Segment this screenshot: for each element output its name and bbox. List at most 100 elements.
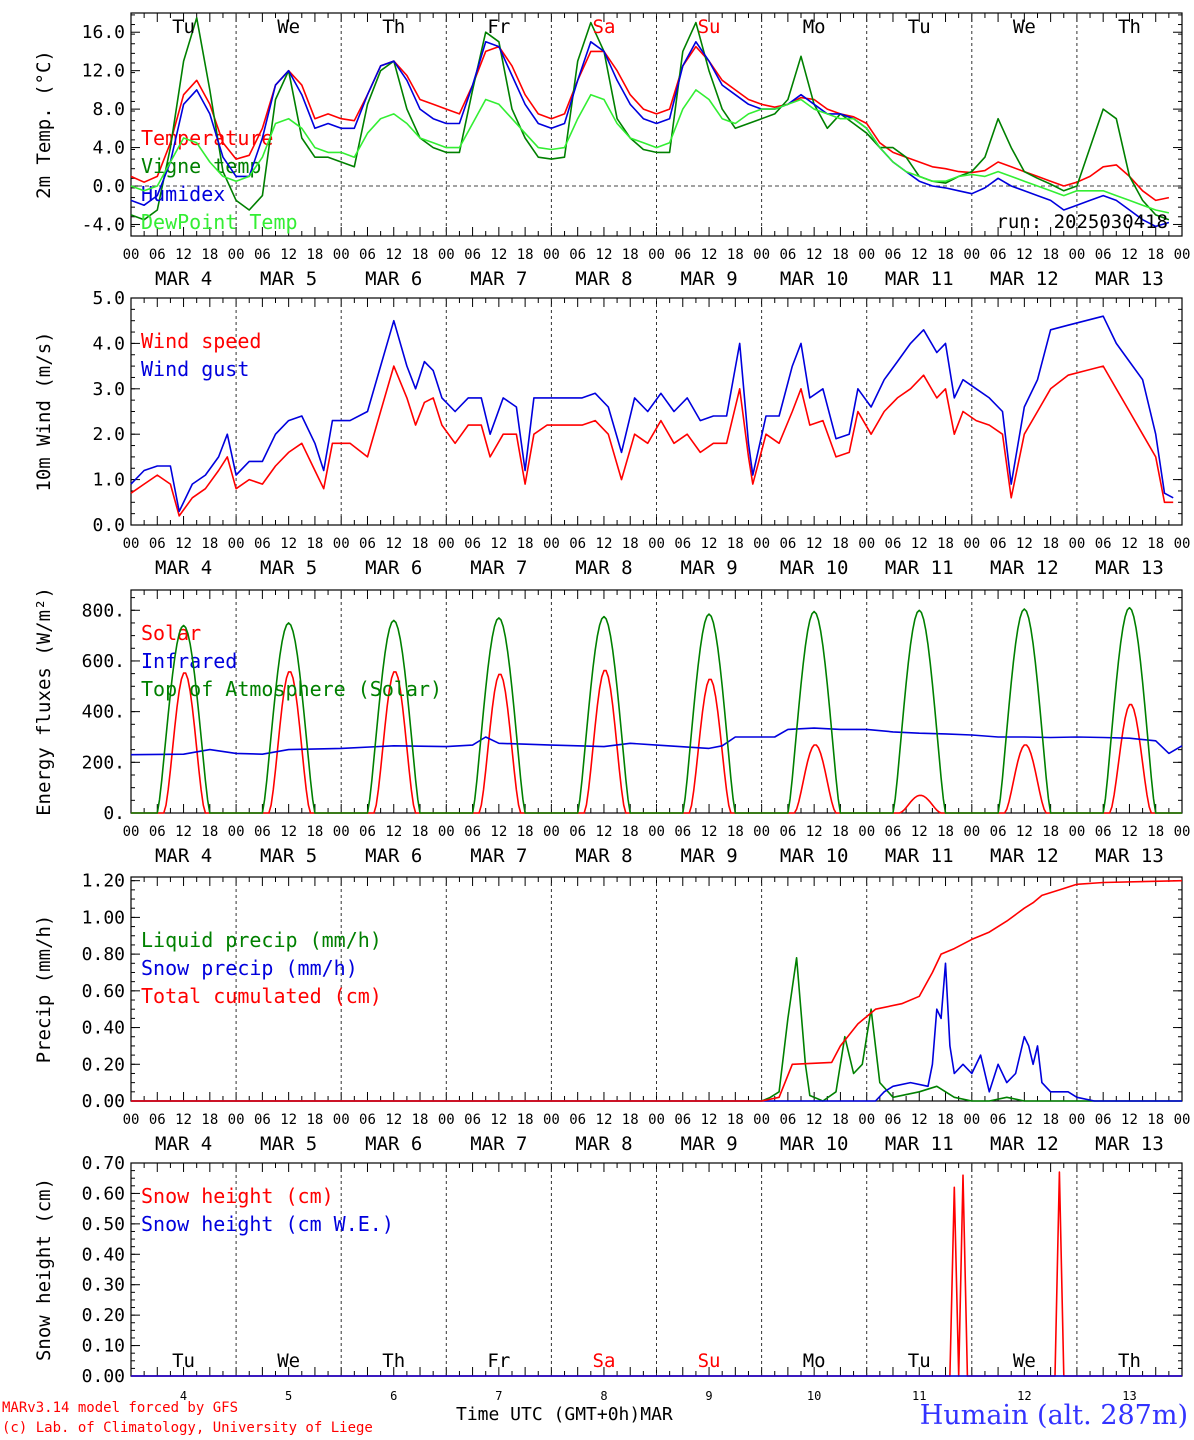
hour-tick-label: 12 (701, 824, 718, 840)
hour-tick-label: 06 (674, 1112, 691, 1128)
hour-tick-label: 06 (674, 824, 691, 840)
day-label: MAR 13 (1095, 845, 1164, 867)
hour-tick-label: 00 (963, 536, 980, 552)
hour-tick-label: 00 (123, 824, 140, 840)
weekday-label: Tu (908, 1350, 931, 1372)
weekday-label: Th (382, 16, 405, 38)
hour-tick-label: 12 (175, 536, 192, 552)
hour-tick-label: 00 (1174, 824, 1191, 840)
day-label: MAR 9 (680, 268, 737, 290)
hour-tick-label: 12 (1121, 824, 1138, 840)
legend-entry: Temperature (141, 126, 273, 150)
hour-tick-label: 12 (1121, 536, 1138, 552)
y-tick-label: 0.50 (82, 1214, 125, 1235)
hour-tick-label: 06 (464, 824, 481, 840)
day-label: MAR 6 (365, 845, 422, 867)
day-label: MAR 12 (990, 557, 1059, 579)
series-line-wind-speed (130, 365, 1174, 517)
day-label: MAR 8 (575, 845, 632, 867)
y-tick-label: 0.70 (82, 1153, 125, 1174)
hour-tick-label: 06 (1095, 1112, 1112, 1128)
hour-tick-label: 12 (1016, 247, 1033, 263)
day-label: MAR 9 (680, 1133, 737, 1155)
weekday-label: Th (1118, 1350, 1141, 1372)
hour-tick-label: 12 (1121, 247, 1138, 263)
hour-tick-label: 18 (412, 824, 429, 840)
hour-tick-label: 18 (832, 1112, 849, 1128)
hour-tick-label: 06 (569, 247, 586, 263)
hour-tick-label: 00 (1068, 824, 1085, 840)
weekday-label: Mo (803, 1350, 826, 1372)
hour-tick-label: 00 (333, 824, 350, 840)
y-tick-label: 0.40 (82, 1244, 125, 1265)
y-tick-label: 200. (82, 752, 125, 773)
hour-tick-label: 18 (412, 1112, 429, 1128)
weekday-label: Sa (593, 16, 616, 38)
hour-tick-label: 12 (490, 1112, 507, 1128)
hour-tick-label: 12 (490, 247, 507, 263)
hour-tick-label: 12 (1121, 1112, 1138, 1128)
day-label: MAR 12 (990, 845, 1059, 867)
hour-tick-label: 12 (701, 247, 718, 263)
legend-entry: Wind speed (141, 329, 261, 353)
hour-tick-label: 00 (123, 536, 140, 552)
hour-tick-label: 18 (1042, 536, 1059, 552)
y-tick-label: 1.0 (92, 470, 125, 491)
hour-tick-label: 06 (1095, 536, 1112, 552)
hour-tick-label: 06 (359, 247, 376, 263)
series-line-snow-height-cm- (131, 1171, 1182, 1377)
hour-tick-label: 18 (937, 536, 954, 552)
series-line-wind-gust (130, 315, 1174, 513)
hour-tick-label: 00 (228, 1112, 245, 1128)
hour-tick-label: 06 (359, 536, 376, 552)
day-label: MAR 13 (1095, 557, 1164, 579)
day-label: MAR 8 (575, 557, 632, 579)
legend-entry: Humidex (141, 182, 225, 206)
y-tick-label: 4.0 (92, 138, 125, 159)
series-line-vigne-temp (130, 17, 1170, 221)
y-tick-label: 12.0 (82, 61, 125, 82)
hour-tick-label: 06 (674, 536, 691, 552)
y-tick-label: 0.00 (82, 1091, 125, 1112)
hour-tick-label: 18 (937, 824, 954, 840)
hour-tick-label: 18 (1042, 247, 1059, 263)
hour-tick-label: 00 (123, 247, 140, 263)
hour-tick-label: 12 (490, 824, 507, 840)
y-axis-label: 10m Wind (m/s) (33, 331, 55, 491)
hour-tick-label: 12 (175, 247, 192, 263)
day-label: MAR 13 (1095, 268, 1164, 290)
hour-tick-label: 06 (990, 247, 1007, 263)
hour-tick-label: 00 (228, 536, 245, 552)
day-label: MAR 8 (575, 268, 632, 290)
y-tick-label: 0.30 (82, 1275, 125, 1296)
hour-tick-label: 18 (937, 1112, 954, 1128)
y-tick-label: 0.80 (82, 944, 125, 965)
weekday-label: Su (698, 16, 721, 38)
series-line-dewpoint-temp (130, 89, 1170, 214)
hour-tick-label: 00 (963, 1112, 980, 1128)
hour-tick-label: 00 (858, 247, 875, 263)
day-label: MAR 4 (155, 557, 212, 579)
hour-tick-label: 12 (911, 247, 928, 263)
y-tick-label: 0.0 (92, 515, 125, 536)
hour-tick-label: 06 (1095, 247, 1112, 263)
y-axis-label: Precip (mm/h) (33, 915, 55, 1064)
hour-tick-label: 00 (858, 1112, 875, 1128)
y-tick-label: 1.20 (82, 871, 125, 892)
series-line-liquid-precip-mm-h- (131, 957, 1182, 1102)
day-number-label: 13 (1122, 1389, 1136, 1403)
day-label: MAR 10 (780, 268, 849, 290)
hour-tick-label: 06 (990, 824, 1007, 840)
hour-tick-label: 12 (280, 824, 297, 840)
day-number-label: 8 (600, 1389, 607, 1403)
day-label: MAR 13 (1095, 1133, 1164, 1155)
hour-tick-label: 12 (280, 1112, 297, 1128)
hour-tick-label: 06 (569, 1112, 586, 1128)
y-tick-label: 5.0 (92, 288, 125, 309)
legend-entry: Snow precip (mm/h) (141, 956, 358, 980)
day-label: MAR 6 (365, 268, 422, 290)
hour-tick-label: 18 (306, 1112, 323, 1128)
legend-entry: Snow height (cm) (141, 1184, 334, 1208)
credit-model: MARv3.14 model forced by GFS (2, 1400, 239, 1416)
legend-entry: Vigne temp (141, 154, 261, 178)
